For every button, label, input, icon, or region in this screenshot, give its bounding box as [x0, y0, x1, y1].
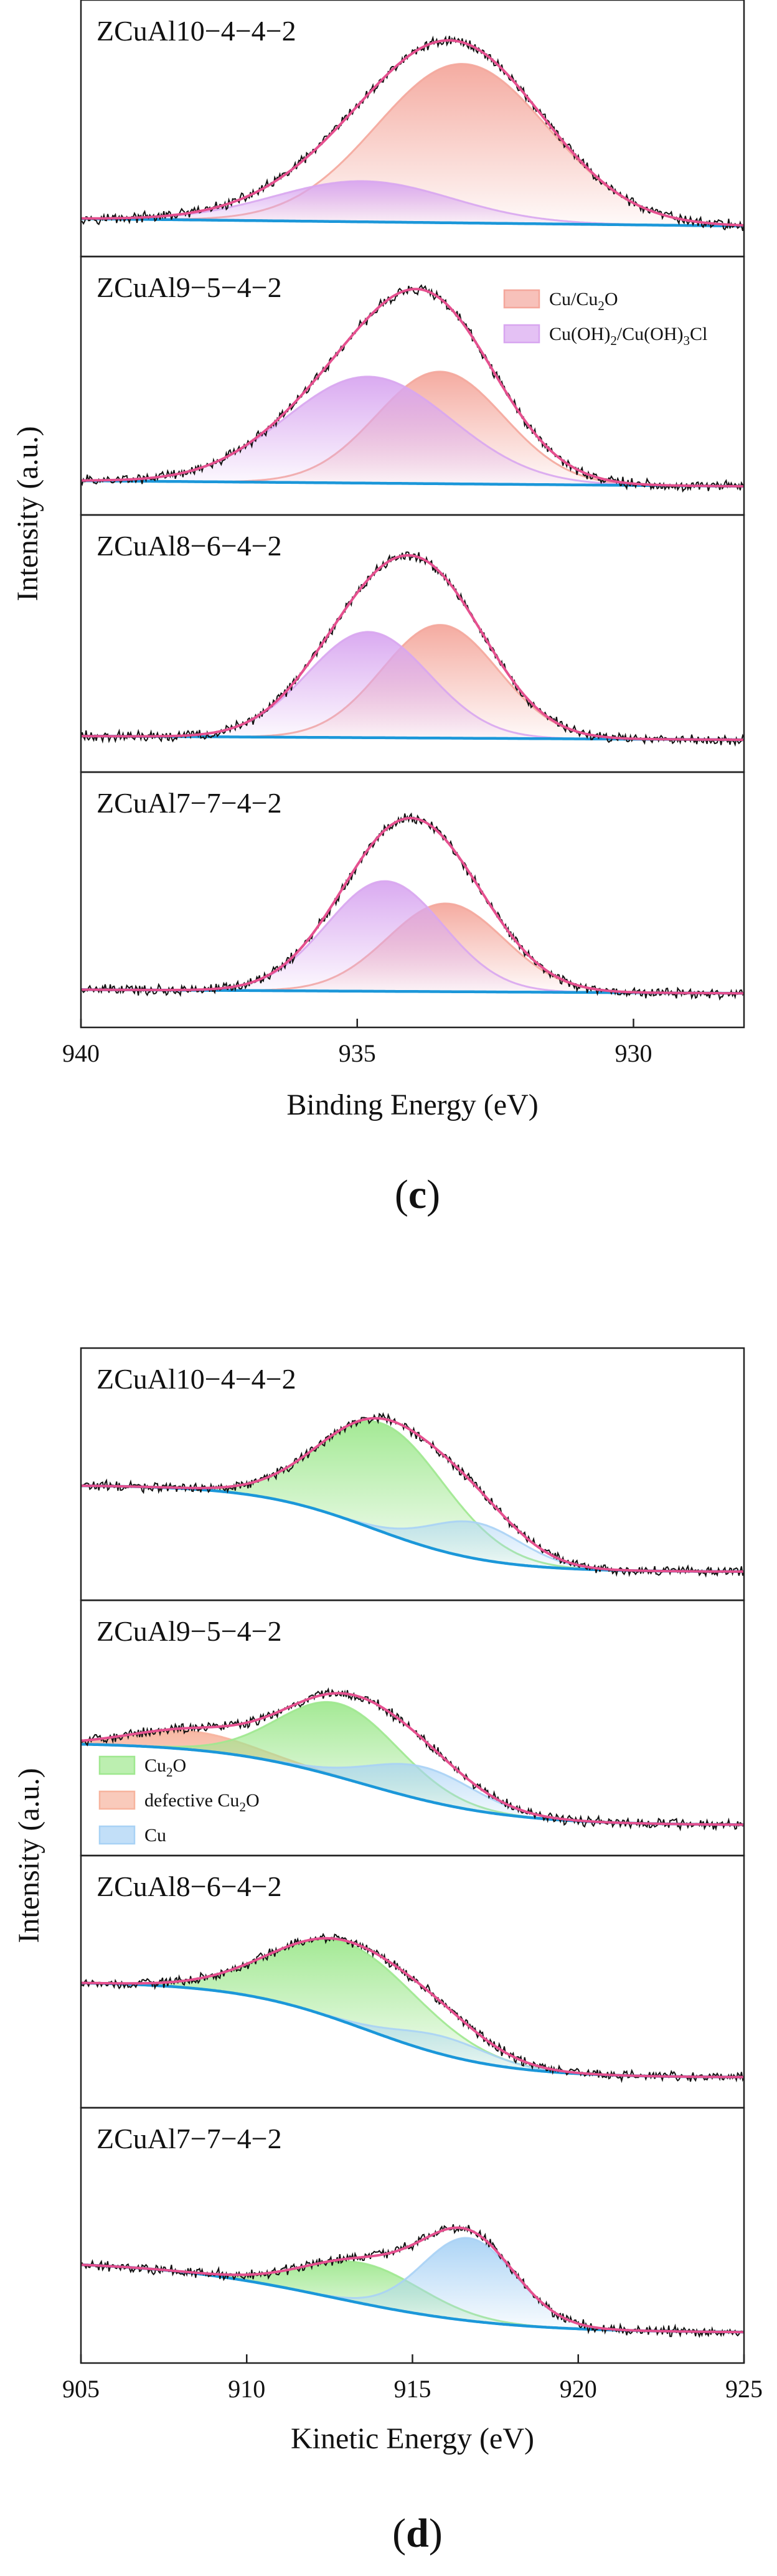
- x-tick-label: 910: [228, 2375, 265, 2403]
- legend-subscript: 2: [598, 298, 605, 313]
- legend-text: defective Cu: [144, 1790, 239, 1811]
- x-tick-label: 935: [339, 1039, 376, 1067]
- legend-text: Cu/Cu: [549, 289, 598, 309]
- legend-label: Cu(OH)2/Cu(OH)3Cl: [549, 324, 707, 348]
- caption-open: (: [395, 1172, 408, 1217]
- legend-subscript: 3: [683, 333, 690, 348]
- caption-letter: c: [408, 1172, 426, 1217]
- component-fill-Cu/Cu2O: [81, 64, 744, 227]
- x-tick-label: 925: [725, 2375, 763, 2403]
- component-fill-Cu(OH)2/Cu(OH)3Cl: [81, 376, 744, 486]
- legend-text: O: [246, 1790, 260, 1811]
- x-axis-label: Binding Energy (eV): [286, 1088, 538, 1121]
- raw-data-line: [80, 35, 745, 231]
- panel-title: ZCuAl8−6−4−2: [97, 530, 282, 562]
- panel-4: ZCuAl7−7−4−2: [80, 2107, 745, 2364]
- legend-text: Cu: [144, 1755, 166, 1776]
- legend-label: defective Cu2O: [144, 1790, 260, 1814]
- caption-open: (: [392, 2511, 406, 2556]
- legend-text: Cu(OH): [549, 324, 610, 344]
- legend-label: Cu/Cu2O: [549, 289, 618, 313]
- legend-text: O: [605, 289, 618, 309]
- caption-close: ): [426, 1172, 440, 1217]
- x-tick-label: 905: [62, 2375, 100, 2403]
- figure-caption: (c): [395, 1172, 440, 1217]
- panel-title: ZCuAl8−6−4−2: [97, 1871, 282, 1902]
- legend-label: Cu2O: [144, 1755, 186, 1780]
- panel-title: ZCuAl9−5−4−2: [97, 1615, 282, 1647]
- x-tick-label: 930: [615, 1039, 652, 1067]
- envelope-line: [81, 288, 744, 488]
- panel-title: ZCuAl10−4−4−2: [97, 15, 296, 47]
- chart-c: ZCuAl10−4−4−2 ZCuAl9−5−4−2 ZCuAl8−6−4−2 ZCu…: [11, 0, 745, 1217]
- component-fill-Cu(OH)2/Cu(OH)3Cl: [81, 181, 744, 227]
- envelope-line: [80, 816, 744, 995]
- panel-title: ZCuAl7−7−4−2: [97, 787, 282, 819]
- legend-text: Cl: [690, 324, 707, 344]
- component-fill-Cu(OH)2/Cu(OH)3Cl: [81, 631, 744, 740]
- chart-d: ZCuAl10−4−4−2 ZCuAl9−5−4−2 ZCuAl8−6−4−2 ZCu…: [12, 1347, 763, 2556]
- component-fill-Cu: [81, 2238, 744, 2333]
- legend-subscript: 2: [166, 1765, 173, 1780]
- raw-data-line: [80, 812, 745, 1001]
- envelope-line: [80, 1417, 744, 1573]
- legend-label: Cu: [144, 1825, 166, 1846]
- legend-swatch: [98, 1790, 136, 1810]
- panel-3: ZCuAl8−6−4−2: [80, 514, 745, 773]
- legend-text: Cu: [144, 1825, 166, 1846]
- panel-2: ZCuAl9−5−4−2: [80, 255, 745, 516]
- panel-title: ZCuAl9−5−4−2: [97, 271, 282, 303]
- y-axis-label: Intensity (a.u.): [11, 426, 44, 601]
- panel-1: ZCuAl10−4−4−2: [80, 0, 745, 258]
- legend-swatch: [98, 1755, 136, 1775]
- envelope-line: [81, 39, 745, 227]
- figure-caption: (d): [392, 2511, 443, 2556]
- panel-1: ZCuAl10−4−4−2: [80, 1347, 745, 1602]
- panel-title: ZCuAl7−7−4−2: [97, 2123, 282, 2154]
- legend-text: O: [173, 1755, 187, 1776]
- legend-subscript: 2: [239, 1800, 246, 1814]
- envelope-line: [81, 1937, 744, 2078]
- envelope-line: [81, 554, 744, 742]
- legend-swatch: [503, 324, 540, 344]
- legend-swatch: [98, 1825, 136, 1845]
- caption-letter: d: [406, 2511, 429, 2556]
- background-line: [81, 217, 744, 228]
- panel-4: ZCuAl7−7−4−2: [80, 771, 745, 1029]
- panel-title: ZCuAl10−4−4−2: [97, 1363, 296, 1395]
- panel-2: ZCuAl9−5−4−2: [80, 1599, 745, 1857]
- caption-close: ): [429, 2511, 443, 2556]
- y-axis-label: Intensity (a.u.): [12, 1768, 45, 1943]
- component-fill-Cu(OH)2/Cu(OH)3Cl: [81, 881, 744, 994]
- component-fill-Cu2O: [81, 1939, 744, 2077]
- legend-text: /Cu(OH): [617, 324, 684, 344]
- x-tick-label: 915: [394, 2375, 431, 2403]
- x-axis-label: Kinetic Energy (eV): [291, 2422, 534, 2455]
- component-fill-Cu2O: [81, 1421, 744, 1572]
- legend-swatch: [503, 289, 540, 309]
- panel-frame: [80, 771, 745, 1029]
- panel-3: ZCuAl8−6−4−2: [80, 1854, 745, 2109]
- envelope-line: [80, 1692, 744, 1826]
- component-fill-Cu: [81, 1744, 744, 1825]
- envelope-line: [80, 2226, 744, 2334]
- x-tick-label: 920: [560, 2375, 597, 2403]
- legend-subscript: 2: [610, 333, 617, 348]
- x-tick-label: 940: [62, 1039, 100, 1067]
